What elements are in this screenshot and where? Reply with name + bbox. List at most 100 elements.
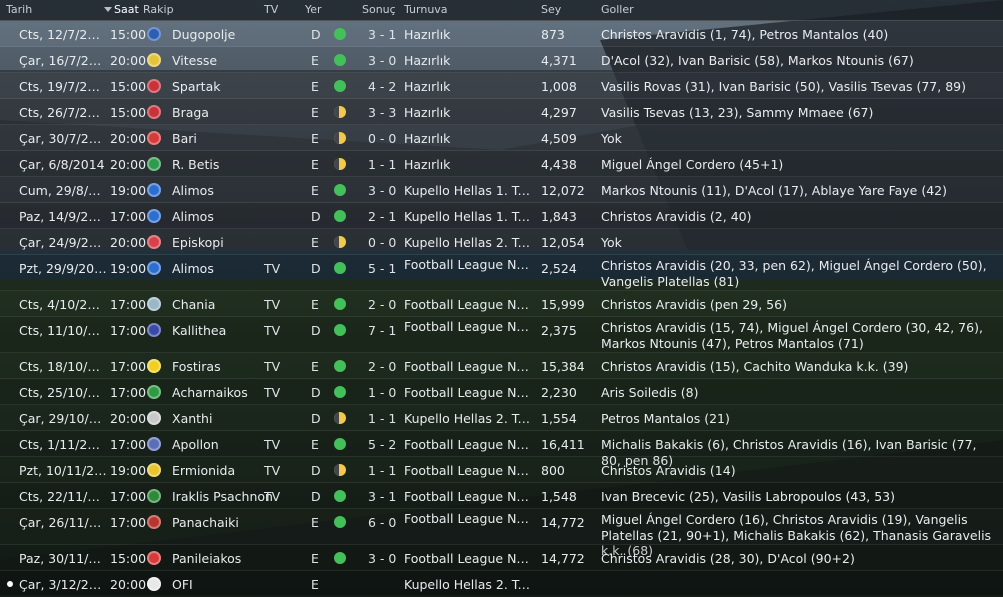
fixture-venue: E bbox=[311, 105, 319, 120]
column-header-time[interactable]: Saat bbox=[114, 3, 139, 16]
sort-arrow-icon[interactable] bbox=[101, 2, 112, 15]
fixture-competition-link[interactable]: Hazırlık bbox=[404, 53, 451, 68]
fixture-opponent-link[interactable]: Panileiakos bbox=[172, 551, 242, 566]
win-indicator-icon bbox=[334, 552, 346, 564]
fixture-opponent-link[interactable]: Chania bbox=[172, 297, 216, 312]
fixture-competition-link[interactable]: Hazırlık bbox=[404, 79, 451, 94]
fixture-date: Cts, 19/7/2014 bbox=[19, 79, 107, 94]
fixture-competition-link[interactable]: Football League Notios bbox=[404, 489, 536, 504]
fixture-competition-link[interactable]: Kupello Hellas 2. Tur 2. Maç bbox=[404, 411, 536, 426]
fixture-competition-link[interactable]: Football League Notios bbox=[404, 511, 536, 526]
fixture-row[interactable]: Çar, 16/7/2014 20:00 Vitesse E 3 - 0 Hazırlık… bbox=[0, 46, 1003, 73]
fixture-venue: D bbox=[311, 489, 321, 504]
fixture-competition-link[interactable]: Kupello Hellas 2. Tur 1. Maç bbox=[404, 235, 536, 250]
fixture-tv: TV bbox=[264, 489, 281, 504]
fixture-row[interactable]: Cts, 4/10/2014 17:00 Chania TV E 2 - 0 Footbal… bbox=[0, 290, 1003, 317]
club-badge-icon bbox=[147, 411, 161, 425]
fixture-row[interactable]: Çar, 30/7/2014 20:00 Bari E 0 - 0 Hazırlık 4,5… bbox=[0, 124, 1003, 151]
fixture-competition-link[interactable]: Hazırlık bbox=[404, 27, 451, 42]
fixture-opponent-link[interactable]: Apollon bbox=[172, 437, 219, 452]
fixture-opponent-link[interactable]: R. Betis bbox=[172, 157, 220, 172]
fixture-row[interactable]: Cts, 1/11/2014 17:00 Apollon TV E 5 - 2 Footba… bbox=[0, 430, 1003, 468]
fixture-score: 1 - 1 bbox=[368, 157, 397, 172]
draw-indicator-icon bbox=[334, 464, 346, 476]
fixture-opponent-link[interactable]: Spartak bbox=[172, 79, 221, 94]
fixture-opponent-link[interactable]: Bari bbox=[172, 131, 197, 146]
column-header-competition[interactable]: Turnuva bbox=[404, 3, 448, 16]
fixture-row[interactable]: Çar, 6/8/2014 20:00 R. Betis E 1 - 1 Hazırlık… bbox=[0, 150, 1003, 177]
fixture-row[interactable]: Cts, 26/7/2014 15:00 Braga E 3 - 3 Hazırlık 4,… bbox=[0, 98, 1003, 125]
fixture-competition-link[interactable]: Hazırlık bbox=[404, 105, 451, 120]
fixture-scorers: Christos Aravidis (1, 74), Petros Mantal… bbox=[601, 27, 889, 42]
fixture-competition-link[interactable]: Football League Notios bbox=[404, 319, 536, 334]
column-header-scorers[interactable]: Goller bbox=[601, 3, 634, 16]
fixture-opponent-link[interactable]: Vitesse bbox=[172, 53, 218, 68]
fixture-opponent-link[interactable]: Kallithea bbox=[172, 323, 227, 338]
fixture-competition-link[interactable]: Kupello Hellas 1. Tur 2. Maç bbox=[404, 209, 536, 224]
fixture-opponent-link[interactable]: Acharnaikos bbox=[172, 385, 248, 400]
fixture-score: 3 - 0 bbox=[368, 53, 397, 68]
club-badge-icon bbox=[147, 515, 161, 529]
fixture-competition-link[interactable]: Football League Notios bbox=[404, 297, 536, 312]
fixture-opponent-link[interactable]: Fostiras bbox=[172, 359, 221, 374]
fixture-row[interactable]: Çar, 24/9/2014 20:00 Episkopi E 0 - 0 Kupello… bbox=[0, 228, 1003, 255]
fixture-opponent-link[interactable]: Ermionida bbox=[172, 463, 236, 478]
fixture-competition-link[interactable]: Kupello Hellas 1. Tur 1. Maç bbox=[404, 183, 536, 198]
win-indicator-icon bbox=[334, 298, 346, 310]
fixture-opponent-link[interactable]: Episkopi bbox=[172, 235, 224, 250]
column-header-tv[interactable]: TV bbox=[264, 3, 279, 16]
fixture-competition-link[interactable]: Football League Notios bbox=[404, 551, 536, 566]
club-badge-icon bbox=[147, 183, 161, 197]
fixture-date: Çar, 30/7/2014 bbox=[19, 131, 107, 146]
fixture-row[interactable]: Çar, 3/12/2014 20:00 OFI E Kupello Hellas 2.… bbox=[0, 570, 1003, 595]
fixture-competition-link[interactable]: Football League Notios bbox=[404, 257, 536, 272]
draw-indicator-icon bbox=[334, 132, 346, 144]
column-header-attendance[interactable]: Sey bbox=[541, 3, 562, 16]
fixture-opponent-link[interactable]: Dugopolje bbox=[172, 27, 236, 42]
column-header-opponent[interactable]: Rakip bbox=[143, 3, 174, 16]
fixture-row[interactable]: Cts, 19/7/2014 15:00 Spartak E 4 - 2 Hazırlık… bbox=[0, 72, 1003, 99]
fixture-date: Cum, 29/8/2014 bbox=[19, 183, 107, 198]
fixture-attendance: 1,008 bbox=[541, 79, 577, 94]
fixture-row[interactable]: Paz, 14/9/2014 17:00 Alimos D 2 - 1 Kupello H… bbox=[0, 202, 1003, 229]
fixture-tv: TV bbox=[264, 323, 281, 338]
fixture-time: 17:00 bbox=[110, 297, 147, 312]
fixture-opponent-link[interactable]: Alimos bbox=[172, 183, 214, 198]
fixture-opponent-link[interactable]: Xanthi bbox=[172, 411, 213, 426]
fixture-opponent-link[interactable]: Alimos bbox=[172, 261, 214, 276]
fixture-row[interactable]: Cts, 12/7/2014 15:00 Dugopolje D 3 - 1 Hazırl… bbox=[0, 20, 1003, 47]
fixture-competition-link[interactable]: Football League Notios bbox=[404, 385, 536, 400]
fixture-competition-link[interactable]: Football League Notios bbox=[404, 437, 536, 452]
fixture-row[interactable]: Pzt, 29/9/2014 19:00 Alimos TV D 5 - 1 Footbal… bbox=[0, 254, 1003, 291]
fixture-opponent-link[interactable]: Panachaiki bbox=[172, 515, 239, 530]
next-match-marker-icon bbox=[7, 581, 13, 587]
fixture-venue: D bbox=[311, 27, 321, 42]
fixture-opponent-link[interactable]: Braga bbox=[172, 105, 209, 120]
column-header-date[interactable]: Tarih bbox=[6, 3, 33, 16]
fixture-competition-link[interactable]: Football League Notios bbox=[404, 463, 536, 478]
fixture-score: 2 - 1 bbox=[368, 209, 397, 224]
fixture-score: 1 - 0 bbox=[368, 385, 397, 400]
fixture-competition-link[interactable]: Hazırlık bbox=[404, 131, 451, 146]
fixture-opponent-link[interactable]: OFI bbox=[172, 577, 193, 592]
fixture-opponent-link[interactable]: Iraklis Psachnon bbox=[172, 489, 273, 504]
fixture-opponent-link[interactable]: Alimos bbox=[172, 209, 214, 224]
fixture-attendance: 14,772 bbox=[541, 551, 585, 566]
column-header-venue[interactable]: Yer bbox=[305, 3, 322, 16]
fixture-date: Çar, 24/9/2014 bbox=[19, 235, 107, 250]
column-header-result[interactable]: Sonuç bbox=[362, 3, 396, 16]
fixture-competition-link[interactable]: Football League Notios bbox=[404, 359, 536, 374]
fixture-venue: D bbox=[311, 261, 321, 276]
fixture-date: Paz, 30/11/2014 bbox=[19, 551, 107, 566]
fixture-competition-link[interactable]: Kupello Hellas 2. Tur 1. Maç bbox=[404, 577, 536, 592]
fixture-competition-link[interactable]: Hazırlık bbox=[404, 157, 451, 172]
